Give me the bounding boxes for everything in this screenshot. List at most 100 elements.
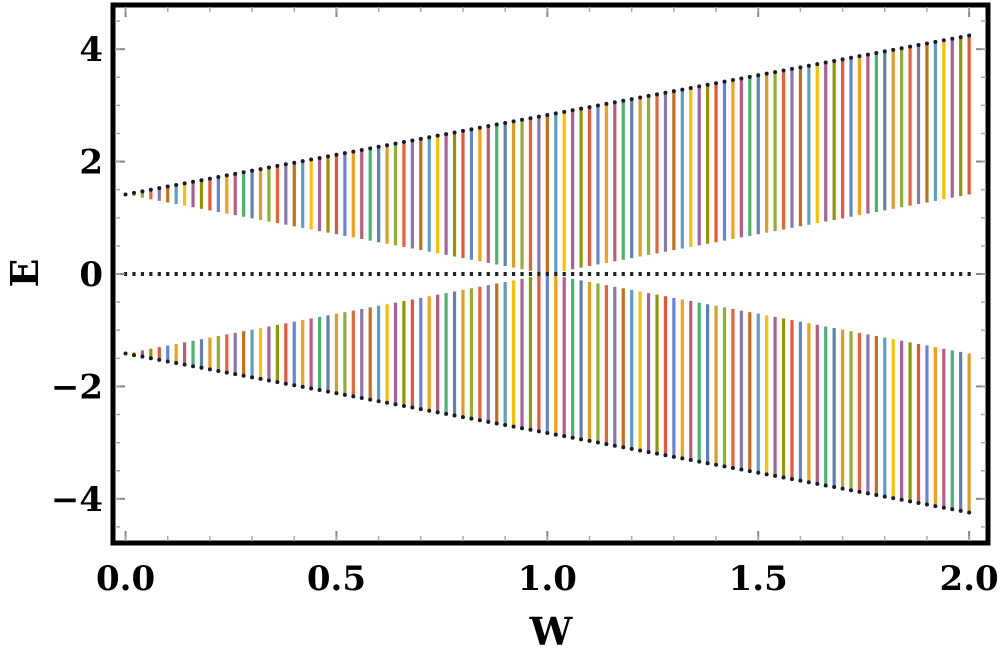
edge-top-w-0.18	[199, 178, 204, 183]
edge-bottom-w-0.56	[359, 396, 364, 401]
edge-top-w-0.30	[250, 168, 255, 173]
edge-top-w-0.90	[503, 120, 508, 125]
edge-bottom-w-0.44	[309, 386, 314, 391]
edge-top-w-0.52	[342, 151, 347, 156]
edge-bottom-w-1.42	[722, 464, 727, 469]
edge-bottom-w-1.56	[781, 475, 786, 480]
edge-bottom-w-1.52	[764, 472, 769, 477]
edge-top-w-0.66	[401, 140, 406, 145]
edge-bottom-w-1.08	[579, 437, 584, 442]
edge-bottom-w-0.68	[410, 405, 415, 410]
edge-bottom-w-0.82	[469, 416, 474, 421]
edge-top-w-1.28	[663, 90, 668, 95]
edge-top-w-0.16	[191, 179, 196, 184]
edge-top-w-0.26	[233, 171, 238, 176]
edge-bottom-w-0.86	[486, 419, 491, 424]
edge-bottom-w-0.22	[216, 368, 221, 373]
edge-top-w-0.72	[427, 135, 432, 140]
edge-top-w-0.14	[182, 181, 187, 186]
edge-bottom-w-1.58	[789, 477, 794, 482]
edge-bottom-w-0.58	[368, 397, 373, 402]
edge-bottom-w-1.60	[798, 478, 803, 483]
edge-top-w-0.22	[216, 175, 221, 180]
edge-bottom-w-0.14	[182, 362, 187, 367]
edge-top-w-1.12	[595, 103, 600, 108]
edge-bottom-w-0.28	[241, 373, 246, 378]
edge-top-w-1.76	[865, 52, 870, 57]
edge-bottom-w-0.64	[393, 402, 398, 407]
edge-bottom-w-1.30	[671, 454, 676, 459]
edge-top-w-1.94	[941, 38, 946, 43]
edge-bottom-w-1.80	[882, 494, 887, 499]
edge-bottom-w-1.98	[958, 508, 963, 513]
edge-top-w-1.48	[747, 74, 752, 79]
edge-bottom-w-1.90	[924, 502, 929, 507]
edge-top-w-1.26	[655, 92, 660, 97]
x-tick-label: 1.0	[518, 559, 577, 599]
edge-top-w-0.54	[351, 149, 356, 154]
edge-top-w-1.20	[629, 97, 634, 102]
edge-top-w-0.32	[258, 167, 263, 172]
y-tick-label: 4	[79, 30, 103, 70]
edge-top-w-1.82	[891, 47, 896, 52]
edge-top-w-0.06	[148, 187, 153, 192]
edge-bottom-w-1.28	[663, 453, 668, 458]
x-tick-label: 2.0	[940, 559, 999, 599]
edge-bottom-w-0.88	[494, 421, 499, 426]
edge-bottom-w-1.36	[697, 459, 702, 464]
edge-top-w-0.88	[494, 122, 499, 127]
edge-bottom-w-1.54	[773, 473, 778, 478]
edge-bottom-w-1.82	[891, 496, 896, 501]
edge-bottom-w-0.78	[452, 413, 457, 418]
edge-top-w-0.42	[300, 159, 305, 164]
edge-top-w-1.44	[730, 78, 735, 83]
edge-bottom-w-0.50	[334, 391, 339, 396]
edge-bottom-w-1.00	[545, 430, 550, 435]
edge-bottom-w-0.92	[511, 424, 516, 429]
x-tick-label: 1.5	[729, 559, 788, 599]
edge-bottom-w-1.84	[899, 497, 904, 502]
edge-top-w-0.50	[334, 152, 339, 157]
edge-top-w-1.64	[815, 62, 820, 67]
edge-bottom-w-0.62	[385, 400, 390, 405]
edge-bottom-w-1.70	[840, 486, 845, 491]
edge-bottom-w-1.34	[688, 458, 693, 463]
edge-top-w-2.00	[967, 33, 972, 38]
edge-top-w-1.54	[773, 70, 778, 75]
edge-bottom-w-0.40	[292, 383, 297, 388]
edge-top-w-0.36	[275, 163, 280, 168]
axis-ticks	[115, 7, 986, 541]
y-tick-label: 0	[79, 255, 103, 295]
edge-top-w-0.78	[452, 130, 457, 135]
edge-bottom-w-0.18	[199, 365, 204, 370]
data-points	[123, 33, 972, 515]
edge-top-w-0.40	[292, 160, 297, 165]
edge-top-w-1.10	[587, 105, 592, 110]
edge-bottom-w-0.52	[342, 392, 347, 397]
edge-bottom-w-0.34	[266, 378, 271, 383]
edge-bottom-w-0.46	[317, 388, 322, 393]
edge-bottom-w-1.78	[874, 492, 879, 497]
edge-bottom-w-1.46	[739, 467, 744, 472]
edge-top-w-0.12	[174, 182, 179, 187]
tick-labels: 0.0 0.5 1.0 1.5 2.0 −4 −2 0 2 4	[51, 30, 999, 599]
edge-top-w-1.66	[823, 60, 828, 65]
edge-bottom-w-1.18	[621, 445, 626, 450]
edge-bottom-w-1.74	[857, 489, 862, 494]
edge-top-w-1.52	[764, 71, 769, 76]
edge-bottom-w-1.44	[730, 465, 735, 470]
edge-bottom-w-1.48	[747, 469, 752, 474]
edge-top-w-0.86	[486, 124, 491, 129]
y-tick-label: −4	[51, 480, 103, 520]
edge-top-w-0.84	[477, 125, 482, 130]
edge-top-w-0.10	[165, 184, 170, 189]
edge-bottom-w-1.22	[638, 448, 643, 453]
edge-bottom-w-0.30	[250, 375, 255, 380]
edge-bottom-w-0.00	[123, 351, 128, 356]
edge-bottom-w-1.50	[756, 470, 761, 475]
edge-bottom-w-1.14	[604, 442, 609, 447]
edge-top-w-1.08	[579, 106, 584, 111]
edge-bottom-w-1.88	[916, 500, 921, 505]
edge-top-w-1.00	[545, 113, 550, 118]
edge-top-w-1.38	[705, 82, 710, 87]
